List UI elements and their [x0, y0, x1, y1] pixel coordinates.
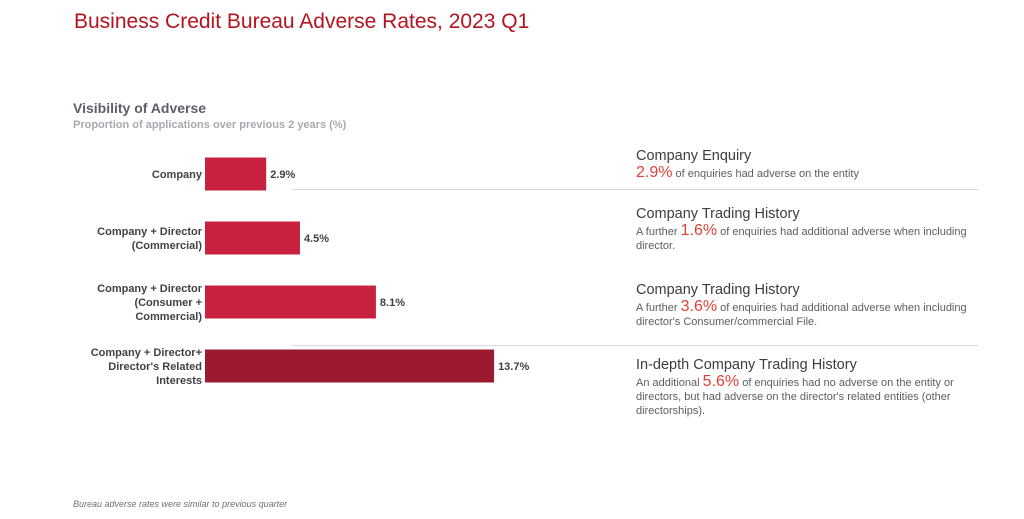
insight-percent: 2.9%: [636, 164, 673, 181]
category-label-line: Company + Director: [97, 283, 203, 295]
insight-heading: Company Trading History: [636, 206, 800, 222]
divider: [292, 345, 978, 346]
insight-panel-in-depth-history: In-depth Company Trading History An addi…: [636, 357, 978, 418]
category-label-line: Director's Related: [108, 361, 202, 373]
insight-percent: 3.6%: [680, 298, 718, 315]
insight-text: 2.9% of enquiries had adverse on the ent…: [636, 164, 978, 181]
bar: [205, 285, 376, 319]
chart-subtitle: Proportion of applications over previous…: [73, 119, 347, 131]
bar: [205, 221, 300, 255]
category-label-line: (Consumer +: [134, 297, 202, 309]
insight-percent: 5.6%: [702, 373, 740, 390]
bar-value-label: 4.5%: [304, 233, 329, 245]
category-label: Company + Director (Commercial): [97, 226, 203, 252]
bar: [205, 349, 495, 383]
bar-value-label: 13.7%: [498, 361, 529, 373]
page-title: Business Credit Bureau Adverse Rates, 20…: [74, 10, 530, 33]
category-label-line: Company: [152, 169, 203, 181]
bar-value-label: 8.1%: [380, 297, 405, 309]
bar-value-label: 2.9%: [270, 169, 295, 181]
bar: [205, 157, 267, 191]
category-label-line: Commercial): [135, 311, 202, 323]
category-label-line: Company + Director+: [91, 347, 202, 359]
category-label: Company + Director+ Director's Related Int…: [91, 347, 202, 387]
category-label-line: (Commercial): [132, 240, 203, 252]
insight-prefix: A further: [636, 226, 681, 238]
insight-text: A further 1.6% of enquiries had addition…: [636, 222, 978, 253]
footnote: Bureau adverse rates were similar to pre…: [73, 499, 288, 509]
insight-heading: Company Enquiry: [636, 148, 752, 164]
category-label: Company: [152, 169, 203, 181]
insight-text: A further 3.6% of enquiries had addition…: [636, 298, 978, 329]
insight-panel-trading-history-consumer: Company Trading History A further 3.6% o…: [636, 282, 978, 329]
insight-heading: Company Trading History: [636, 282, 800, 298]
insight-suffix: of enquiries had additional adverse when…: [636, 226, 967, 252]
insight-percent: 1.6%: [680, 222, 718, 239]
category-label-line: Interests: [156, 375, 202, 387]
insight-panel-company-enquiry: Company Enquiry 2.9% of enquiries had ad…: [636, 148, 978, 181]
insight-heading: In-depth Company Trading History: [636, 357, 857, 373]
insight-suffix: of enquiries had no adverse on the entit…: [636, 377, 954, 417]
insight-suffix: of enquiries had adverse on the entity: [672, 168, 859, 180]
insight-prefix: An additional: [636, 377, 703, 389]
insight-panel-trading-history: Company Trading History A further 1.6% o…: [636, 206, 978, 253]
insight-prefix: A further: [636, 302, 681, 314]
divider: [292, 189, 978, 190]
chart-title: Visibility of Adverse: [73, 100, 207, 116]
category-label-line: Company + Director: [97, 226, 203, 238]
insight-suffix: of enquiries had additional adverse when…: [636, 302, 967, 328]
insight-text: An additional 5.6% of enquiries had no a…: [636, 373, 978, 418]
category-label: Company + Director (Consumer + Commercial): [97, 283, 203, 323]
